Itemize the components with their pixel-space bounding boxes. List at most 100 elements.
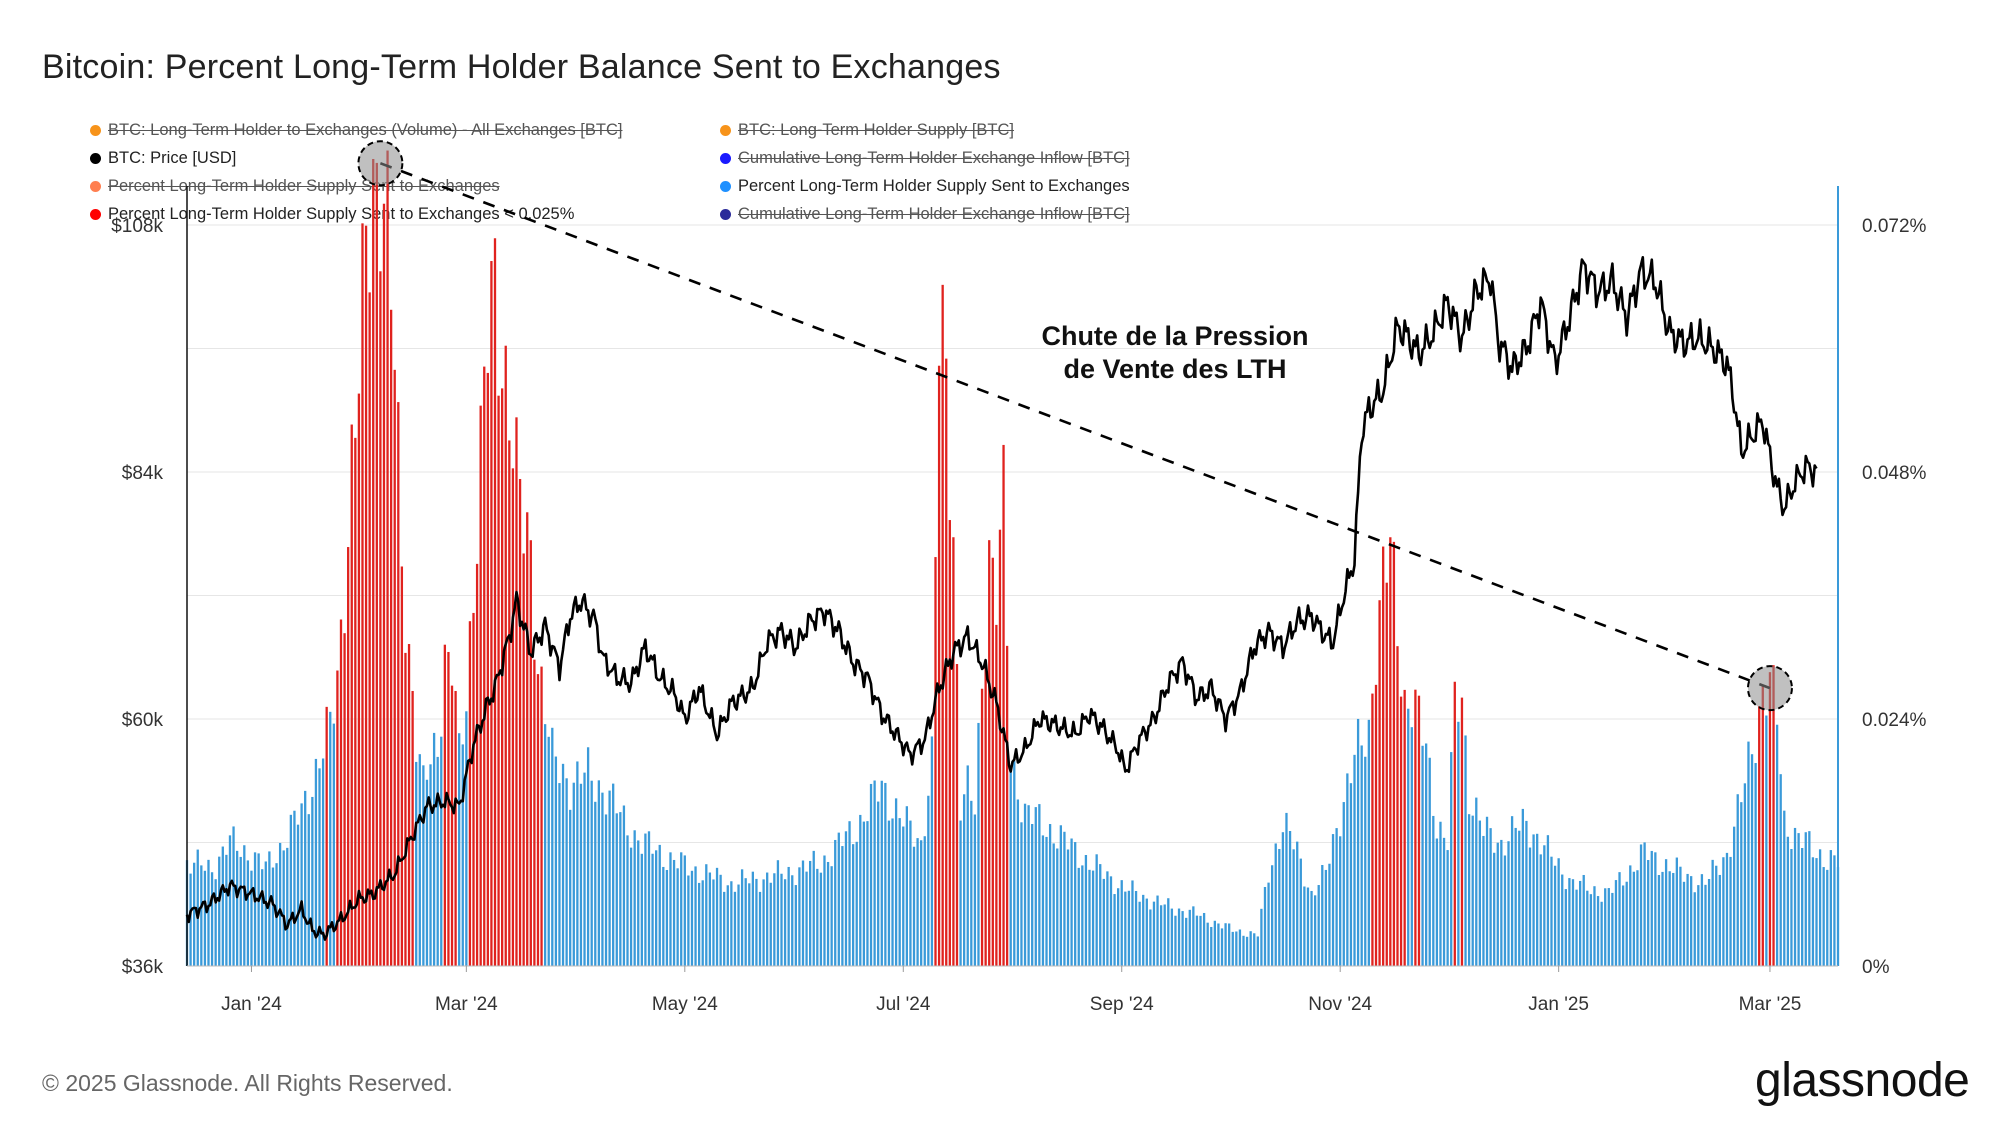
percent-bar bbox=[1321, 865, 1324, 966]
percent-bar bbox=[1167, 898, 1170, 966]
percent-bar bbox=[1353, 754, 1356, 966]
percent-bar bbox=[264, 861, 267, 966]
percent-bar bbox=[1095, 854, 1098, 966]
y-left-tick-label: $108k bbox=[111, 216, 163, 237]
percent-bar bbox=[518, 478, 522, 966]
percent-bar bbox=[540, 666, 543, 966]
legend-dot-icon bbox=[90, 181, 101, 192]
percent-bar bbox=[1056, 848, 1059, 966]
legend-item-percent-red[interactable]: Percent Long-Term Holder Supply Sent to … bbox=[90, 205, 574, 224]
percent-bar bbox=[719, 874, 722, 966]
percent-bar bbox=[511, 468, 515, 966]
percent-bar bbox=[232, 826, 235, 966]
percent-bar bbox=[1707, 878, 1711, 966]
percent-bar bbox=[579, 783, 583, 966]
percent-bar bbox=[1532, 834, 1535, 966]
percent-bar bbox=[1360, 745, 1363, 966]
percent-bar bbox=[271, 867, 275, 966]
percent-bar bbox=[920, 840, 923, 966]
percent-bar bbox=[1274, 843, 1277, 966]
percent-bar bbox=[1668, 871, 1671, 966]
percent-bar bbox=[293, 810, 296, 966]
percent-bar bbox=[325, 706, 328, 966]
legend-label: Cumulative Long-Term Holder Exchange Inf… bbox=[738, 149, 1130, 167]
legend-dot-icon bbox=[90, 125, 101, 136]
percent-bar bbox=[243, 845, 246, 966]
percent-bar bbox=[1374, 684, 1378, 966]
percent-bar bbox=[1339, 836, 1342, 966]
legend-item-lth-supply[interactable]: BTC: Long-Term Holder Supply [BTC] bbox=[720, 121, 1014, 140]
percent-bar bbox=[1772, 665, 1775, 966]
percent-bar bbox=[461, 744, 464, 966]
percent-bar bbox=[375, 162, 378, 966]
percent-bar bbox=[1675, 857, 1678, 966]
percent-bar bbox=[701, 880, 704, 966]
percent-bar bbox=[1389, 537, 1392, 966]
percent-bar bbox=[1088, 869, 1091, 966]
percent-bar bbox=[497, 395, 500, 966]
percent-bar bbox=[1682, 881, 1686, 966]
percent-bar bbox=[644, 833, 647, 966]
legend-item-percent-orange[interactable]: Percent Long-Term Holder Supply Sent to … bbox=[90, 177, 500, 196]
percent-bar bbox=[740, 869, 744, 966]
highlight-circle bbox=[357, 140, 404, 187]
percent-bar bbox=[1038, 804, 1041, 966]
percent-bar bbox=[561, 763, 565, 966]
percent-bar bbox=[672, 859, 676, 966]
percent-bar bbox=[726, 885, 729, 966]
percent-bar bbox=[1740, 802, 1743, 966]
percent-bar bbox=[669, 852, 672, 966]
percent-bar bbox=[1403, 689, 1406, 966]
percent-bar bbox=[422, 765, 425, 966]
percent-bar bbox=[629, 847, 633, 966]
percent-bar bbox=[1231, 931, 1234, 966]
percent-bar bbox=[429, 764, 432, 966]
percent-bar bbox=[418, 754, 421, 966]
percent-bar bbox=[973, 814, 977, 966]
percent-bar bbox=[1081, 865, 1084, 966]
percent-bar bbox=[1697, 885, 1700, 966]
percent-bar bbox=[1589, 894, 1593, 966]
percent-bar bbox=[1503, 855, 1507, 966]
percent-bar bbox=[1439, 821, 1442, 966]
percent-bar bbox=[432, 732, 436, 966]
percent-bar bbox=[1804, 832, 1807, 966]
percent-bar bbox=[1489, 828, 1492, 966]
percent-bar bbox=[1604, 888, 1607, 966]
percent-bar bbox=[250, 870, 253, 966]
percent-bar bbox=[848, 821, 851, 966]
legend-dot-icon bbox=[720, 209, 731, 220]
legend-item-price[interactable]: BTC: Price [USD] bbox=[90, 149, 236, 168]
percent-bar bbox=[1536, 833, 1539, 966]
percent-bar bbox=[239, 856, 242, 966]
legend-item-cumulative-inflow[interactable]: Cumulative Long-Term Holder Exchange Inf… bbox=[720, 149, 1130, 168]
percent-bar bbox=[318, 768, 321, 966]
percent-bar bbox=[937, 365, 941, 967]
percent-bar bbox=[1188, 909, 1191, 966]
percent-bar bbox=[866, 821, 869, 966]
percent-bar bbox=[1618, 872, 1621, 966]
legend-item-percent-blue[interactable]: Percent Long-Term Holder Supply Sent to … bbox=[720, 177, 1130, 196]
percent-bar bbox=[651, 853, 654, 966]
legend-item-lth-volume[interactable]: BTC: Long-Term Holder to Exchanges (Volu… bbox=[90, 121, 622, 140]
percent-bar bbox=[952, 537, 955, 966]
percent-bar bbox=[415, 761, 418, 966]
percent-bar bbox=[1296, 841, 1299, 966]
legend-dot-icon bbox=[90, 209, 101, 220]
percent-bar bbox=[1342, 802, 1345, 966]
percent-bar bbox=[1267, 882, 1270, 966]
percent-bar bbox=[1797, 833, 1800, 966]
percent-bar bbox=[1005, 645, 1009, 966]
percent-bars bbox=[185, 150, 1840, 967]
percent-bar bbox=[1482, 835, 1485, 966]
percent-bar bbox=[1586, 890, 1589, 966]
percent-bar bbox=[1245, 936, 1249, 966]
percent-bar bbox=[1550, 856, 1553, 966]
percent-bar bbox=[214, 879, 217, 966]
percent-bar bbox=[1346, 773, 1349, 966]
percent-bar bbox=[475, 563, 479, 966]
percent-bar bbox=[311, 796, 314, 966]
legend-label: Percent Long-Term Holder Supply Sent to … bbox=[108, 177, 500, 195]
legend-item-cumulative-inflow-2[interactable]: Cumulative Long-Term Holder Exchange Inf… bbox=[720, 205, 1130, 224]
